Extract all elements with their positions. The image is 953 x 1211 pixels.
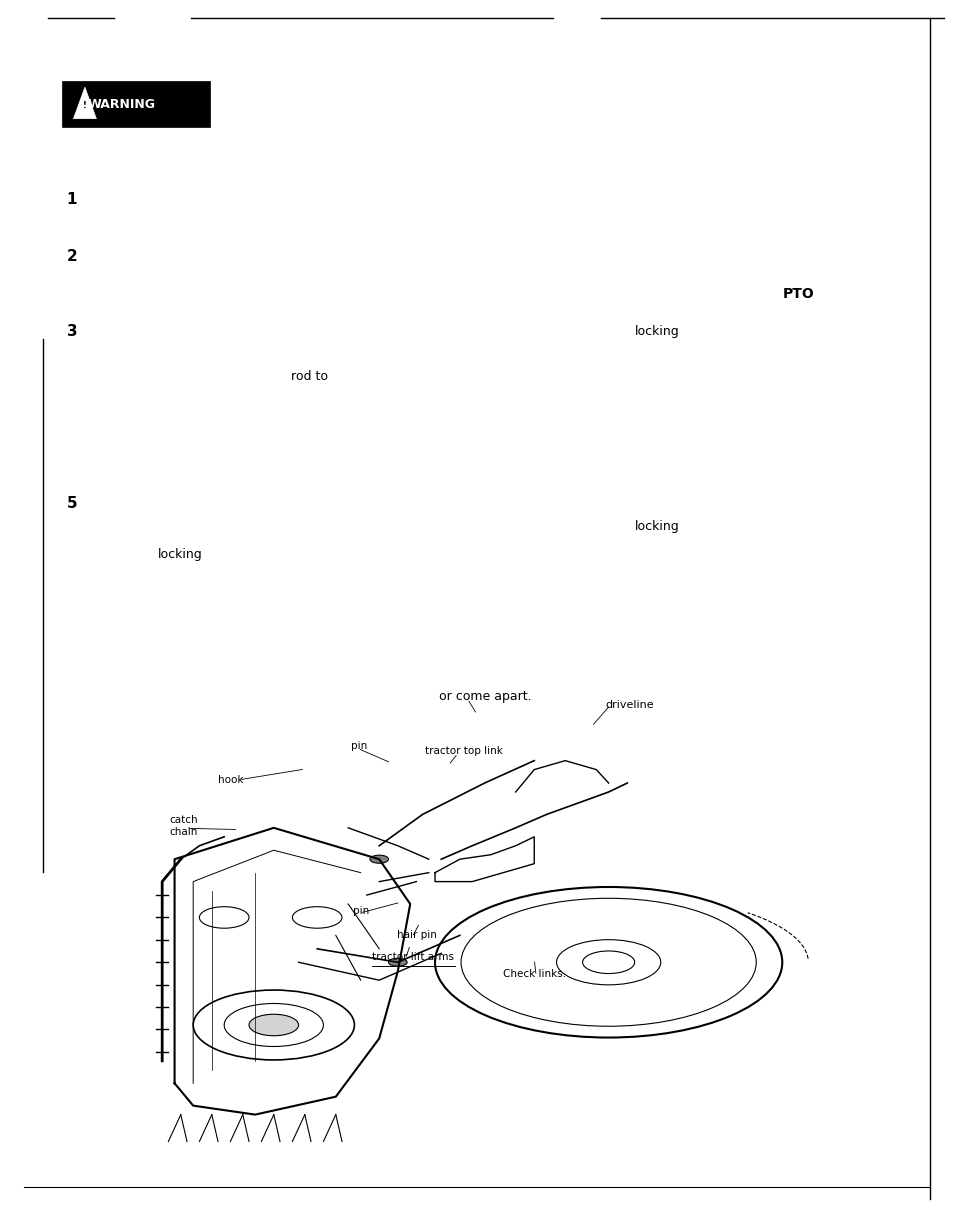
Ellipse shape [556,940,660,985]
Text: locking: locking [634,521,679,533]
Text: PTO: PTO [781,287,813,302]
Text: Check links.: Check links. [502,969,565,978]
Ellipse shape [199,907,249,928]
Ellipse shape [249,1015,298,1035]
Text: pin: pin [353,906,369,916]
Text: chain: chain [170,827,198,837]
Ellipse shape [582,951,634,974]
Text: locking: locking [634,326,679,338]
Text: rod to: rod to [291,371,328,383]
FancyBboxPatch shape [62,81,210,127]
Ellipse shape [293,907,341,928]
Text: driveline: driveline [605,700,654,710]
Text: WARNING: WARNING [88,98,156,110]
Text: tractor lift arms: tractor lift arms [372,952,454,962]
Text: pin: pin [351,741,367,751]
Text: 5: 5 [67,497,77,511]
Text: hair pin: hair pin [396,930,436,940]
Ellipse shape [388,958,407,966]
Text: tractor top link: tractor top link [424,746,502,756]
Text: 1: 1 [67,193,77,207]
Text: hook: hook [217,775,243,785]
Ellipse shape [460,899,756,1026]
Text: locking: locking [157,549,202,561]
Ellipse shape [224,1004,323,1046]
Ellipse shape [370,855,388,863]
Text: 2: 2 [67,249,77,264]
Text: !: ! [83,101,87,110]
Polygon shape [73,87,96,119]
Ellipse shape [193,991,354,1060]
Ellipse shape [435,886,781,1038]
Text: catch: catch [170,815,198,825]
Text: 3: 3 [67,325,77,339]
Text: or come apart.: or come apart. [438,690,531,702]
